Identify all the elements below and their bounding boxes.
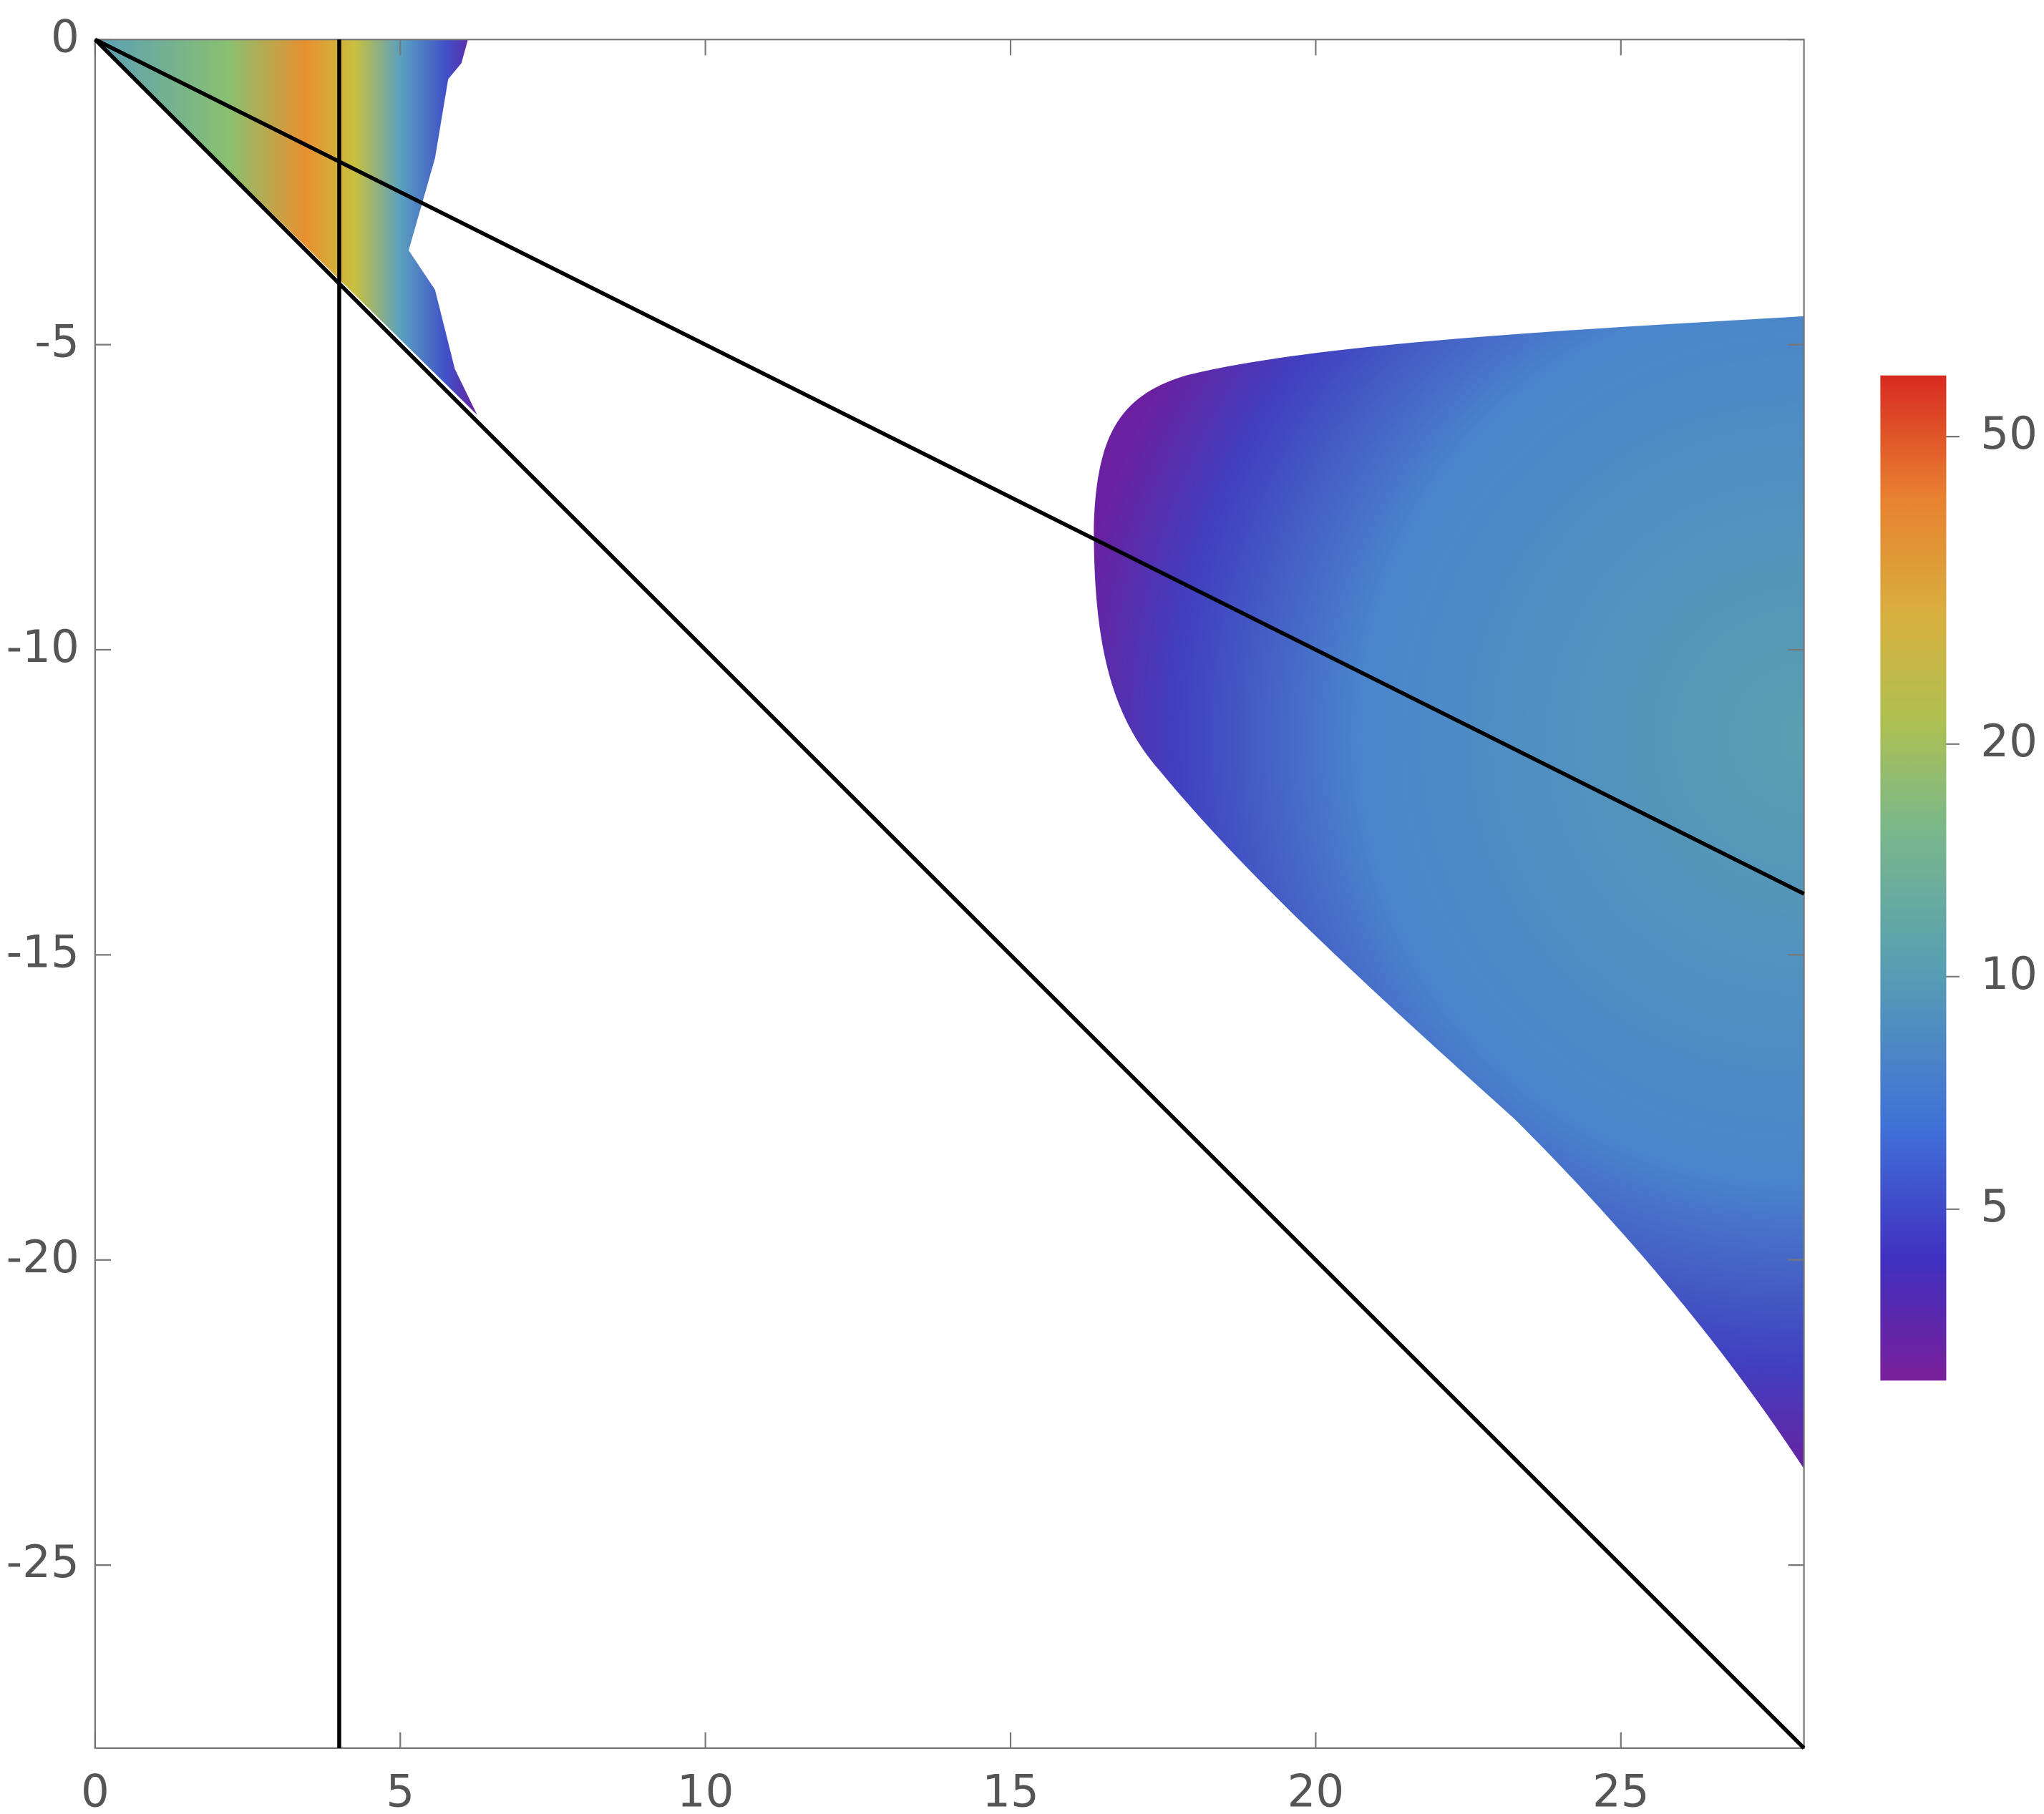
x-tick-label: 5	[386, 1765, 414, 1814]
y-tick-label: 0	[51, 10, 79, 62]
y-tick-label: -25	[6, 1536, 79, 1588]
x-tick-label: 15	[982, 1765, 1039, 1814]
y-tick-label: -15	[6, 925, 79, 977]
x-tick-label: 20	[1288, 1765, 1345, 1814]
colorbar-tick-label: 20	[1980, 715, 2038, 767]
line	[94, 37, 1805, 896]
x-tick-label: 25	[1592, 1765, 1650, 1814]
colorbar-tick-label: 10	[1980, 947, 2038, 1000]
density-region	[1094, 316, 1804, 1469]
x-tick-label: 0	[81, 1765, 110, 1814]
y-tick-label: -10	[6, 620, 79, 673]
y-tick-label: -20	[6, 1231, 79, 1283]
line	[93, 38, 1806, 1750]
y-tick-label: -5	[34, 316, 79, 368]
colorbar-tick-label: 50	[1980, 407, 2038, 459]
colorbar	[1880, 375, 1947, 1381]
colorbar-tick-label: 5	[1980, 1180, 2009, 1232]
x-tick-label: 10	[677, 1765, 734, 1814]
